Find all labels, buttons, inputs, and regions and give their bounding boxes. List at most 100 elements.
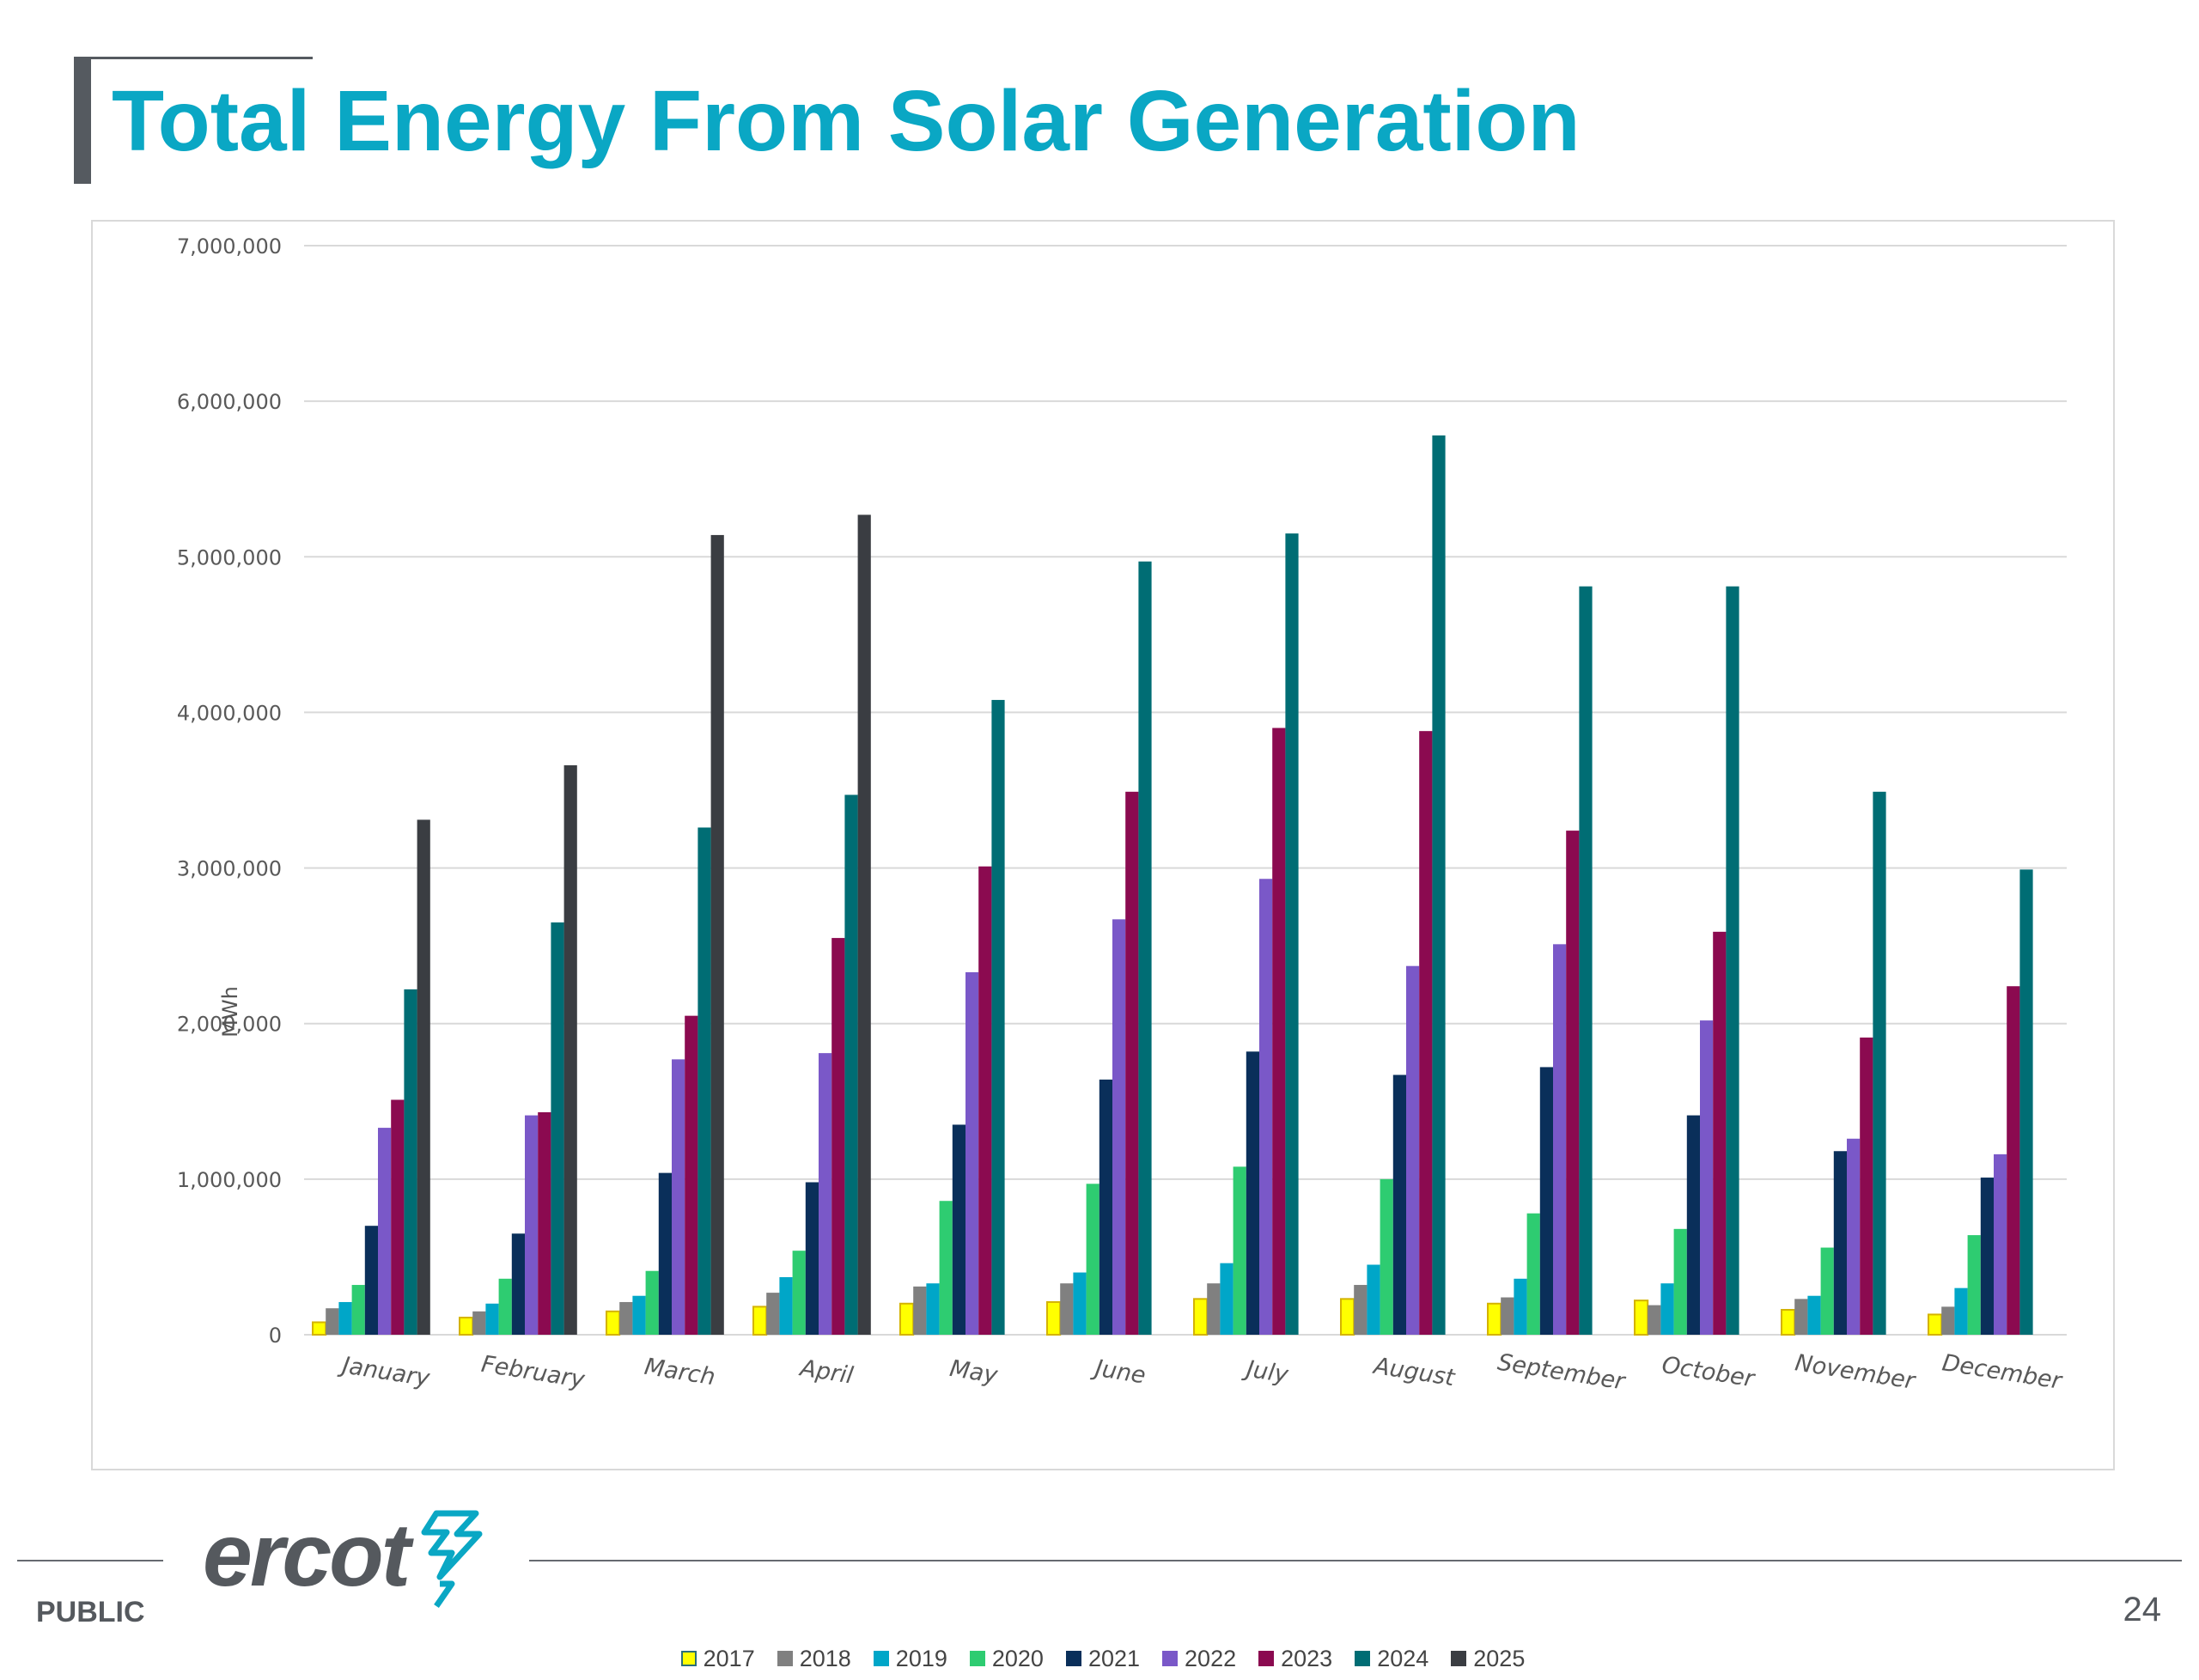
- bar-2018-may: [913, 1286, 927, 1335]
- bar-2019-january: [338, 1301, 352, 1335]
- bar-2019-february: [485, 1303, 499, 1335]
- bar-2024-april: [844, 794, 858, 1335]
- bar-2022-september: [1553, 944, 1567, 1335]
- bar-2021-february: [511, 1233, 525, 1335]
- legend-item: 2022: [1162, 1646, 1236, 1672]
- bar-2021-september: [1539, 1067, 1553, 1335]
- bar-2023-november: [1860, 1038, 1873, 1335]
- bar-2025-february: [563, 765, 577, 1335]
- bar-2021-may: [952, 1124, 965, 1335]
- legend-label: 2020: [991, 1645, 1044, 1671]
- bar-2024-september: [1579, 586, 1593, 1335]
- x-tick-label: March: [643, 1354, 717, 1391]
- bar-2024-december: [2019, 869, 2033, 1335]
- bar-2019-july: [1220, 1263, 1234, 1335]
- x-tick-label: December: [1940, 1349, 2065, 1395]
- chart-frame: 0 1,000,000 2,000,000 3,000,000 4,000,000 5,0…: [91, 220, 2115, 1671]
- legend-item: 2024: [1355, 1646, 1428, 1672]
- bar-2020-september: [1526, 1213, 1540, 1335]
- bar-2020-july: [1233, 1166, 1246, 1335]
- bar-2020-november: [1820, 1247, 1834, 1335]
- bar-2021-october: [1686, 1115, 1700, 1335]
- bar-2020-april: [792, 1251, 806, 1335]
- legend-item: 2020: [969, 1645, 1044, 1672]
- bar-2024-march: [697, 827, 711, 1335]
- chart-legend: 2017 2018 2019 2020 2021 2022 2023 2024 2025: [93, 1637, 2113, 1680]
- bar-2022-january: [378, 1128, 392, 1335]
- bar-2017-july: [1193, 1298, 1209, 1336]
- bar-2020-february: [498, 1278, 512, 1335]
- y-axis-label: MWh: [218, 986, 242, 1038]
- legend-label: 2021: [1087, 1645, 1141, 1671]
- bar-2022-october: [1700, 1020, 1714, 1335]
- x-tick-label: May: [947, 1355, 1000, 1390]
- x-tick-label: November: [1794, 1349, 1918, 1395]
- bar-2024-may: [991, 699, 1005, 1335]
- bar-2019-may: [926, 1283, 940, 1335]
- bar-2017-november: [1781, 1309, 1796, 1336]
- bar-2022-june: [1112, 919, 1126, 1335]
- bar-2017-february: [459, 1317, 474, 1336]
- y-axis-tick-labels: 0 1,000,000 2,000,000 3,000,000 4,000,000 5,0…: [177, 234, 282, 1348]
- legend-swatch: [1065, 1651, 1081, 1666]
- bar-2017-january: [312, 1321, 327, 1336]
- legend-item: 2019: [873, 1646, 947, 1672]
- bar-2020-june: [1086, 1184, 1100, 1335]
- bar-2017-march: [606, 1310, 621, 1336]
- bar-2023-march: [685, 1015, 698, 1335]
- x-tick-label: August: [1370, 1353, 1458, 1392]
- legend-item: 2017: [680, 1645, 755, 1672]
- bar-2024-july: [1285, 533, 1299, 1335]
- bar-2019-december: [1954, 1287, 1968, 1335]
- x-tick-label: October: [1660, 1352, 1757, 1393]
- bar-2018-july: [1207, 1283, 1221, 1335]
- bar-2022-july: [1259, 879, 1273, 1335]
- legend-item: 2021: [1065, 1645, 1141, 1672]
- y-tick-label: 3,000,000: [177, 857, 282, 881]
- y-tick-label: 0: [269, 1324, 282, 1348]
- bar-2017-august: [1340, 1298, 1355, 1336]
- x-tick-label: January: [336, 1352, 432, 1393]
- bar-2017-may: [899, 1302, 915, 1336]
- bar-2023-june: [1125, 791, 1139, 1335]
- slide-title: Total Energy From Solar Generation: [112, 73, 1581, 169]
- legend-label: 2017: [703, 1645, 755, 1671]
- bar-2024-october: [1726, 586, 1739, 1335]
- bar-2023-july: [1272, 727, 1286, 1335]
- footer-rule-left: [17, 1560, 163, 1561]
- legend-label: 2023: [1281, 1645, 1333, 1671]
- legend-item: 2025: [1451, 1646, 1525, 1672]
- x-tick-label: June: [1089, 1354, 1148, 1390]
- bar-2020-may: [939, 1201, 953, 1335]
- chart-plot: 0 1,000,000 2,000,000 3,000,000 4,000,000 5,0…: [177, 234, 2067, 1396]
- bar-2017-october: [1634, 1300, 1649, 1336]
- legend-item: 2023: [1258, 1646, 1332, 1672]
- bar-2024-june: [1138, 561, 1152, 1335]
- bar-2024-august: [1432, 435, 1446, 1336]
- bar-2024-november: [1873, 791, 1886, 1335]
- x-tick-label: April: [797, 1354, 856, 1390]
- x-tick-label: September: [1495, 1349, 1628, 1396]
- classification-label: PUBLIC: [36, 1596, 145, 1628]
- legend-swatch: [1355, 1651, 1371, 1666]
- y-tick-label: 1,000,000: [177, 1168, 282, 1192]
- bar-2025-january: [417, 819, 430, 1335]
- bar-2022-august: [1406, 965, 1420, 1335]
- bar-2020-march: [645, 1270, 659, 1335]
- bar-2022-november: [1847, 1138, 1861, 1335]
- bar-2019-march: [632, 1295, 646, 1335]
- bar-2021-july: [1246, 1051, 1259, 1335]
- legend-swatch: [873, 1651, 889, 1666]
- y-tick-label: 5,000,000: [177, 545, 282, 569]
- bar-2021-january: [364, 1226, 378, 1335]
- bar-2023-october: [1713, 931, 1727, 1335]
- legend-label: 2025: [1473, 1645, 1526, 1671]
- bar-2018-june: [1060, 1283, 1074, 1335]
- footer-rule-right: [529, 1560, 2182, 1561]
- title-accent-bar: [74, 57, 91, 184]
- bar-2017-december: [1928, 1313, 1943, 1336]
- bar-2025-april: [857, 514, 871, 1335]
- bar-2022-march: [672, 1059, 685, 1335]
- bar-2021-june: [1099, 1079, 1112, 1335]
- legend-swatch: [777, 1651, 793, 1666]
